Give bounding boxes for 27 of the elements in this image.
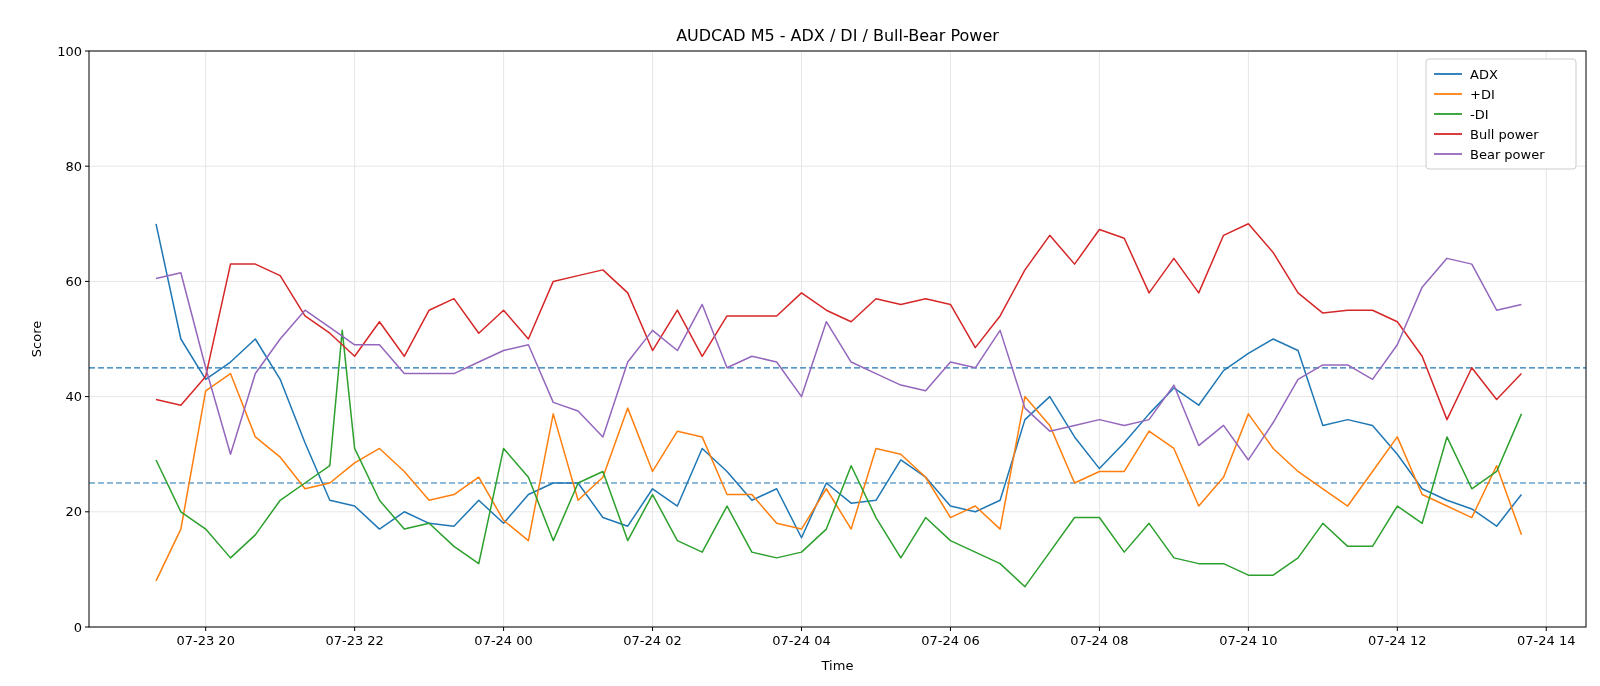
legend-label: Bear power — [1470, 147, 1546, 162]
y-tick-label: 80 — [65, 158, 82, 174]
line-series — [155, 223, 1523, 421]
legend-label: +DI — [1470, 87, 1495, 102]
x-tick-label: 07-24 08 — [1070, 633, 1129, 648]
legend-label: Bull power — [1470, 127, 1540, 142]
x-tick-label: 07-24 06 — [921, 633, 980, 648]
x-tick-label: 07-23 22 — [325, 633, 384, 648]
legend-label: ADX — [1470, 67, 1498, 82]
legend-label: -DI — [1470, 107, 1489, 122]
x-tick-label: 07-23 20 — [176, 633, 235, 648]
x-tick-label: 07-24 00 — [474, 633, 533, 648]
x-tick-label: 07-24 02 — [623, 633, 682, 648]
line-series — [155, 372, 1523, 582]
x-tick-label: 07-24 14 — [1517, 633, 1576, 648]
x-tick-label: 07-24 12 — [1368, 633, 1427, 648]
y-tick-label: 60 — [65, 273, 82, 289]
y-axis-title: Score — [29, 320, 44, 358]
y-tick-label: 0 — [73, 619, 82, 635]
chart-title: AUDCAD M5 - ADX / DI / Bull-Bear Power — [676, 26, 1000, 45]
y-tick-label: 40 — [65, 389, 82, 405]
y-tick-label: 100 — [57, 43, 82, 59]
x-axis-title: Time — [820, 658, 854, 673]
x-tick-label: 07-24 10 — [1219, 633, 1278, 648]
x-tick-label: 07-24 04 — [772, 633, 831, 648]
y-tick-label: 20 — [65, 504, 82, 520]
line-series — [155, 257, 1523, 461]
